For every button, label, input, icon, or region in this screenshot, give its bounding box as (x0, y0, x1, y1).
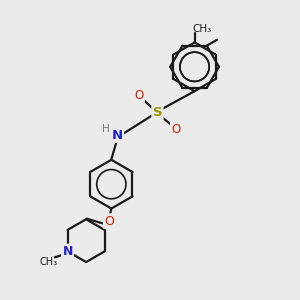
Text: O: O (104, 214, 114, 227)
Text: N: N (112, 129, 123, 142)
Text: O: O (134, 89, 144, 102)
Text: N: N (62, 245, 73, 258)
Text: CH₃: CH₃ (192, 24, 212, 34)
Text: S: S (153, 106, 162, 119)
Text: H: H (102, 124, 110, 134)
Text: O: O (171, 123, 181, 136)
Text: CH₃: CH₃ (39, 257, 57, 267)
